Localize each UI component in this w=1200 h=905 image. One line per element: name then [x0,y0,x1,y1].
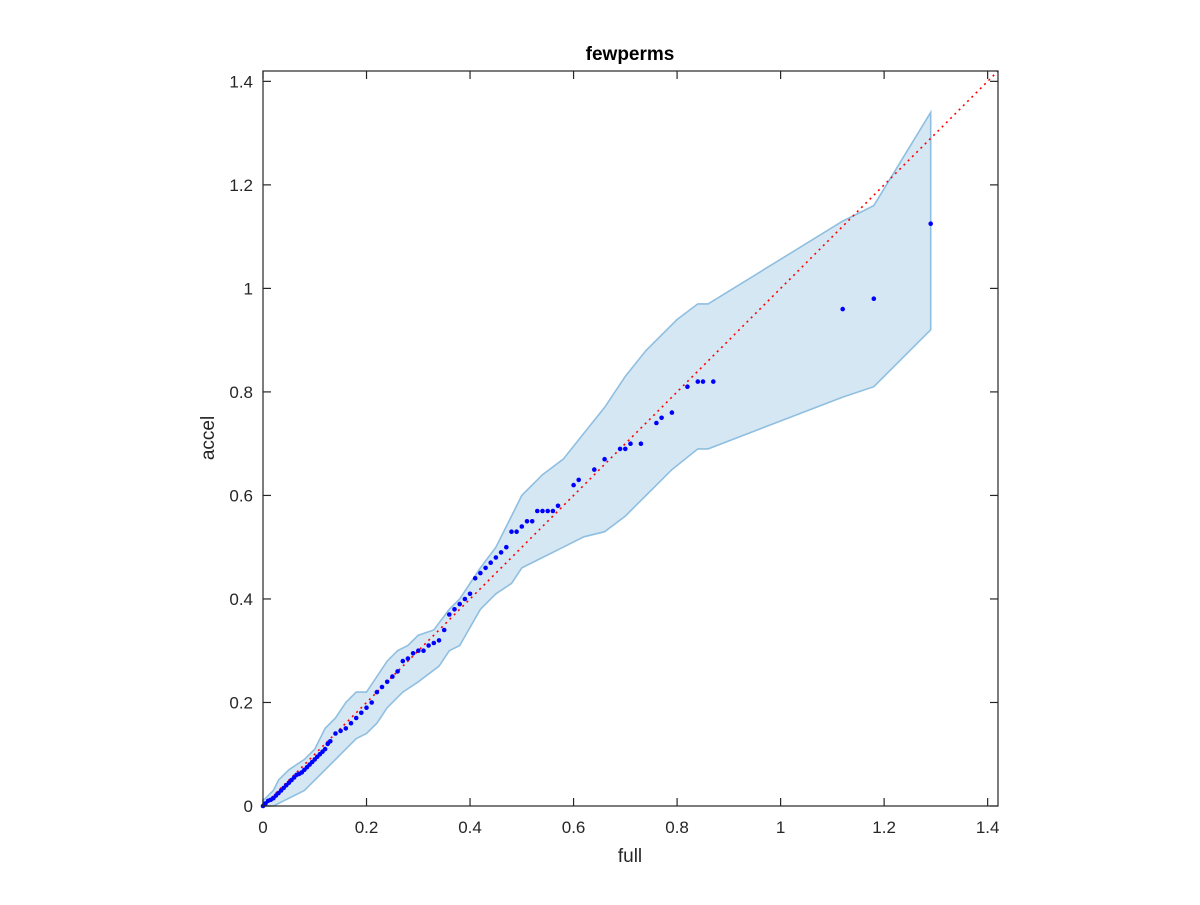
x-tick-label: 1.2 [872,818,896,837]
data-point [540,508,545,514]
data-point [410,651,416,656]
data-point [840,306,845,312]
data-point [623,446,628,452]
y-tick-label: 1.2 [229,176,253,195]
data-point [364,705,369,710]
data-point [359,710,364,716]
data-point [685,384,690,390]
data-point [400,658,406,664]
data-point [519,524,525,529]
data-point [628,441,633,447]
data-point [384,679,390,685]
data-point [431,640,437,646]
data-point [343,726,349,731]
data-point [322,746,328,752]
x-tick-label: 1 [776,818,785,837]
y-tick-label: 1 [244,279,253,298]
data-point [488,560,494,565]
data-point [441,627,447,633]
x-tick-layer: 0 0.2 0.4 0.6 0.8 1 1.2 1.4 [258,71,999,837]
y-axis-label: accel [198,416,219,460]
data-point [638,441,644,447]
data-point [436,638,442,643]
data-point [472,576,478,581]
x-tick-label: 0 [258,818,267,837]
data-point [592,467,597,472]
data-point [395,669,400,674]
data-point [467,591,473,597]
y-tick-label: 1.4 [229,72,253,91]
data-point [669,410,675,415]
data-point [695,379,701,384]
data-point [452,607,457,612]
data-point [333,731,338,736]
y-tick-label: 0.6 [229,486,253,505]
axes-layer [262,70,999,807]
data-point [576,477,581,483]
data-point [338,728,343,734]
y-tick-layer: 0 0.2 0.4 0.6 0.8 1 1.2 1.4 [229,72,998,816]
data-point [478,570,483,576]
data-point [390,674,395,679]
data-point [421,648,426,653]
data-point [555,503,561,509]
data-point [348,720,354,726]
x-tick-label: 1.4 [976,818,1000,837]
data-point [514,529,519,534]
data-point [483,565,488,571]
data-point [379,684,385,690]
data-point [535,508,540,514]
data-point [545,508,550,514]
data-point [447,612,452,617]
data-point [328,739,333,744]
data-point-layer [260,221,933,809]
data-point [550,508,556,514]
data-point [617,446,623,452]
data-point [928,221,933,226]
data-point [369,700,375,705]
data-point [509,529,514,534]
data-point [711,379,716,384]
data-point [498,550,504,555]
confidence-band [262,109,932,807]
plot-frame [262,70,999,807]
confidence-band-layer [262,109,932,807]
data-point [374,689,380,695]
x-tick-label: 0.2 [355,818,379,837]
data-point [426,643,431,648]
chart-title: fewperms [586,44,675,65]
data-point [353,715,359,721]
data-point [416,648,421,653]
data-point [602,456,607,462]
y-tick-label: 0.4 [229,590,253,609]
y-tick-label: 0 [244,797,253,816]
data-point [659,415,664,421]
data-point [524,519,530,524]
data-point [493,555,499,560]
data-point [571,482,576,488]
data-point [457,601,463,607]
data-point [462,596,468,602]
data-point [654,420,659,426]
x-tick-label: 0.8 [665,818,689,837]
data-point [529,519,535,524]
data-point [700,379,706,384]
data-point [871,296,877,302]
data-point [504,544,509,550]
y-tick-label: 0.8 [229,383,253,402]
data-point [405,656,411,661]
x-tick-label: 0.4 [458,818,482,837]
x-tick-label: 0.6 [562,818,586,837]
y-tick-label: 0.2 [229,693,253,712]
x-axis-label: full [618,846,642,867]
